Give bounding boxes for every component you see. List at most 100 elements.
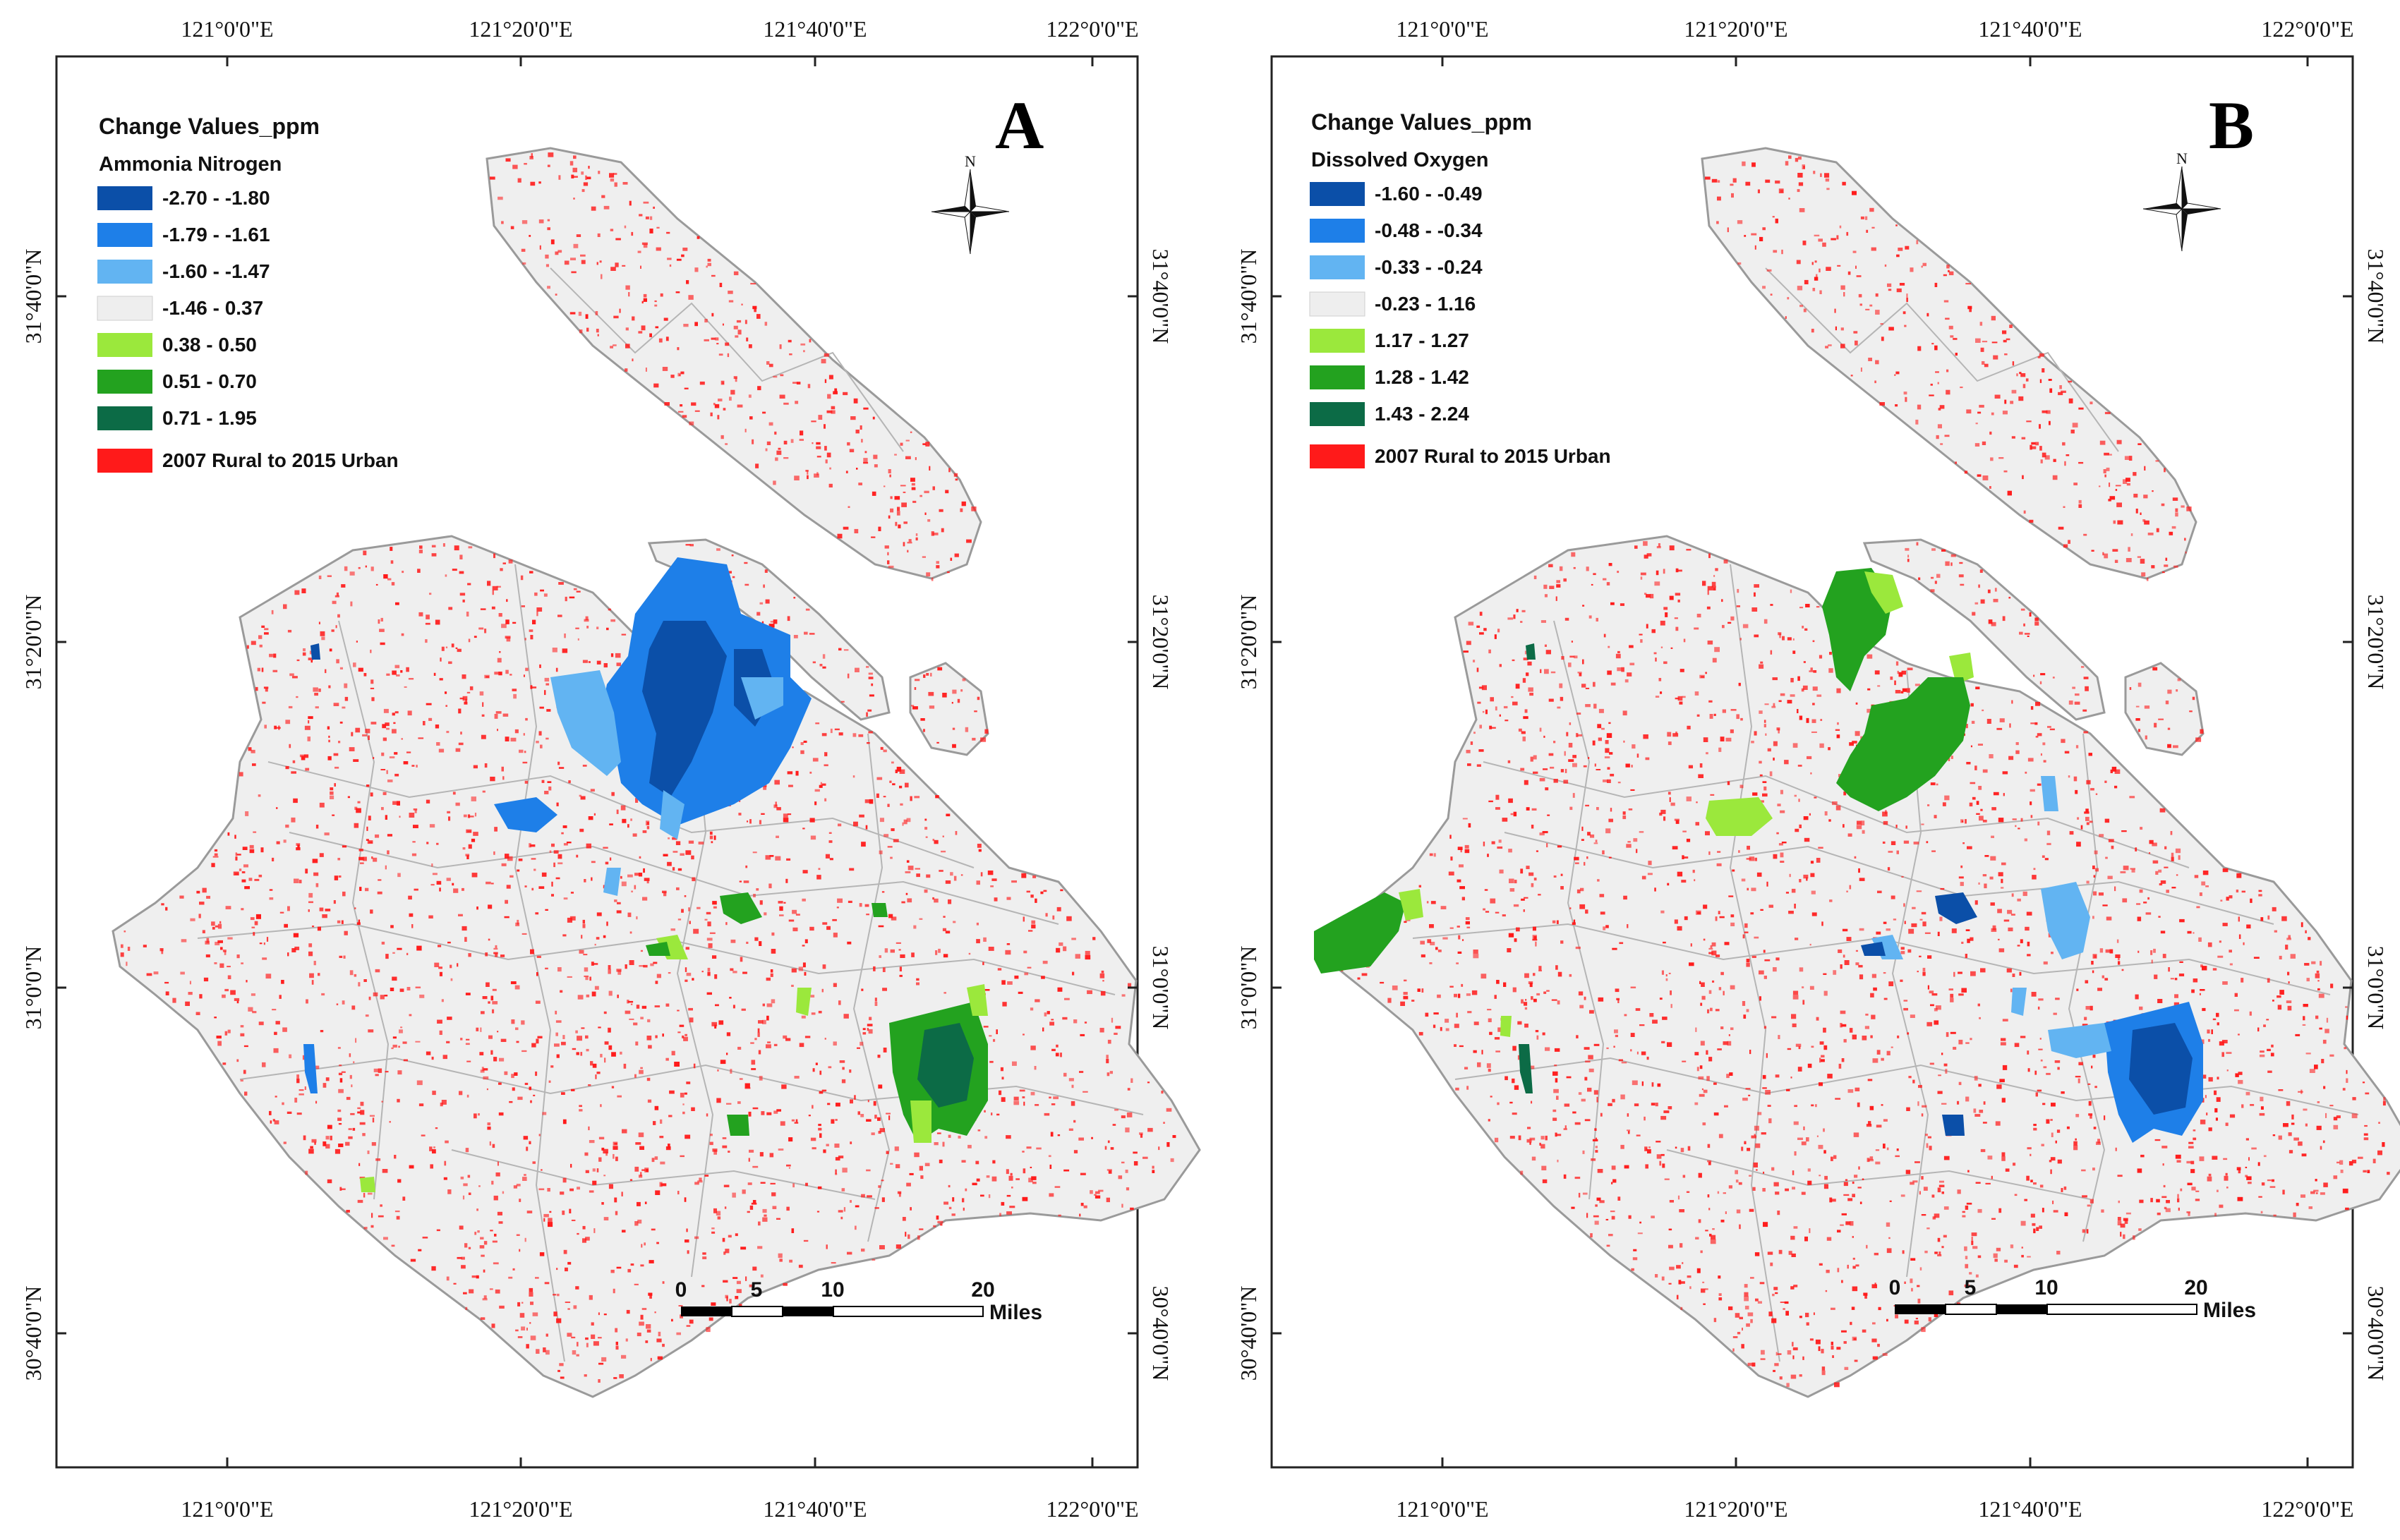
urban-change-speck [1524,650,1528,655]
urban-change-speck [706,1327,711,1333]
urban-change-speck [469,816,474,818]
urban-change-speck [1979,816,1984,821]
urban-change-speck [1905,245,1910,250]
urban-change-speck [339,1187,342,1191]
urban-change-speck [674,1062,680,1067]
urban-change-speck [634,873,639,876]
urban-change-speck [1918,1085,1922,1089]
urban-change-speck [1971,1240,1974,1245]
urban-change-speck [640,1067,643,1069]
urban-change-speck [1866,1244,1868,1249]
urban-change-speck [349,571,355,576]
urban-change-speck [776,835,779,838]
urban-change-speck [800,750,804,754]
urban-change-speck [327,756,332,760]
urban-change-speck [576,590,581,593]
urban-change-speck [643,201,649,204]
urban-change-speck [1001,1201,1005,1206]
urban-change-speck [840,1216,843,1220]
urban-change-speck [880,746,884,750]
urban-change-speck [889,474,891,478]
urban-change-speck [933,1225,936,1227]
urban-change-speck [1826,267,1831,271]
urban-change-speck [258,874,263,878]
urban-change-speck [1754,1125,1759,1131]
urban-change-speck [2040,753,2042,756]
urban-change-speck [853,821,858,827]
urban-change-speck [1984,883,1987,889]
urban-change-speck [414,809,417,813]
urban-change-speck [401,633,404,636]
urban-change-speck [771,999,776,1004]
urban-change-speck [2208,1173,2212,1177]
urban-change-speck [948,1206,952,1210]
urban-change-speck [2171,526,2176,529]
urban-change-speck [1927,1136,1931,1139]
urban-change-speck [1754,634,1759,638]
urban-change-speck [2055,1140,2057,1144]
urban-change-speck [915,457,917,461]
urban-change-speck [531,858,536,860]
urban-change-speck [1799,607,1804,609]
urban-change-speck [685,979,688,982]
urban-change-speck [783,1035,788,1039]
urban-change-speck [2086,880,2090,884]
urban-change-speck [406,667,409,672]
urban-change-speck [1745,1088,1751,1090]
urban-change-speck [526,1146,529,1151]
urban-change-speck [278,725,280,730]
urban-change-speck [530,844,536,847]
urban-change-speck [686,1325,691,1327]
urban-change-speck [240,1025,244,1028]
urban-change-speck [1679,701,1683,705]
urban-change-speck [2329,1105,2334,1107]
urban-change-speck [830,728,833,734]
urban-change-speck [554,1043,560,1047]
urban-change-speck [273,1048,279,1053]
urban-change-speck [343,955,346,959]
urban-change-speck [479,1052,484,1055]
urban-change-speck [620,875,622,879]
urban-change-speck [1515,684,1520,689]
urban-change-speck [482,702,484,707]
urban-change-speck [1711,950,1717,956]
urban-change-speck [359,1122,366,1125]
urban-change-speck [896,511,900,516]
urban-change-speck [1903,1000,1908,1002]
urban-change-speck [1879,402,1885,406]
urban-change-speck [487,581,491,586]
urban-change-speck [1739,784,1744,789]
urban-change-speck [650,963,654,966]
urban-change-speck [1560,769,1564,772]
urban-change-speck [352,1127,356,1131]
urban-change-speck [920,718,925,721]
urban-change-speck [1948,269,1950,272]
urban-change-speck [553,850,559,854]
urban-change-speck [712,901,717,905]
urban-change-speck [1883,921,1887,924]
urban-change-speck [989,1035,992,1037]
urban-change-speck [392,713,395,716]
urban-change-speck [1835,805,1841,811]
urban-change-speck [2258,894,2262,897]
urban-change-speck [299,754,306,758]
urban-change-speck [1581,1098,1586,1102]
urban-change-speck [2140,512,2142,515]
urban-change-speck [2001,887,2004,889]
urban-change-speck [471,838,476,842]
urban-change-speck [718,353,723,356]
urban-change-speck [792,746,794,748]
urban-change-speck [1840,344,1845,348]
urban-change-speck [924,827,928,830]
urban-change-speck [1032,875,1037,878]
urban-change-speck [2116,439,2122,444]
urban-change-speck [1660,910,1665,914]
urban-change-speck [2137,1168,2142,1173]
urban-change-speck [2199,1156,2205,1161]
urban-change-speck [877,1055,881,1058]
urban-change-speck [355,727,361,733]
urban-change-speck [236,854,241,856]
urban-change-speck [668,1144,670,1148]
urban-change-speck [1859,928,1864,931]
urban-change-speck [1507,760,1511,763]
